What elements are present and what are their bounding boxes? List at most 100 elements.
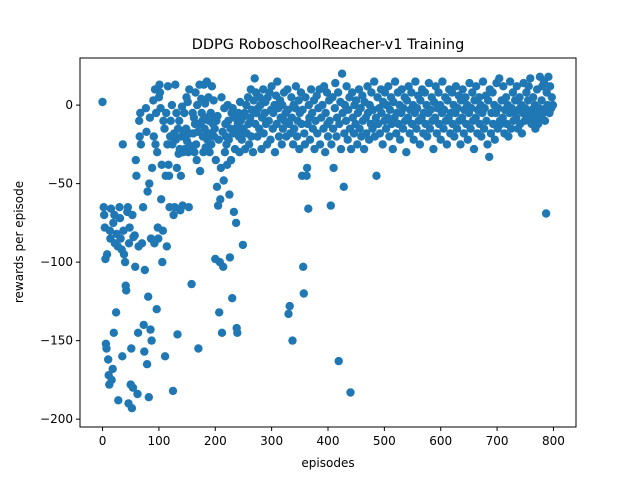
data-point <box>118 140 128 149</box>
data-point <box>465 78 474 88</box>
data-point <box>111 308 121 317</box>
data-point <box>305 135 315 144</box>
data-point <box>420 88 430 97</box>
data-point <box>211 155 220 165</box>
data-point <box>321 108 330 118</box>
data-point <box>306 85 316 94</box>
data-point <box>246 113 255 122</box>
data-point <box>407 88 416 97</box>
data-point <box>107 375 116 385</box>
data-point <box>466 124 475 133</box>
data-point <box>412 124 421 133</box>
data-point <box>253 132 262 141</box>
data-point <box>540 116 550 126</box>
data-point <box>267 82 276 91</box>
data-point <box>154 234 163 243</box>
data-point <box>415 140 425 149</box>
data-point <box>479 124 489 133</box>
data-point <box>240 108 249 118</box>
data-point <box>368 124 377 133</box>
data-point <box>340 129 349 138</box>
data-point <box>128 210 137 220</box>
data-point <box>429 144 438 154</box>
data-point <box>175 116 184 126</box>
data-point <box>295 144 304 154</box>
data-point <box>195 166 205 176</box>
data-point <box>102 250 112 259</box>
data-point <box>144 393 153 402</box>
data-point <box>373 93 382 102</box>
data-point <box>216 163 226 173</box>
data-point <box>323 132 333 141</box>
data-point <box>488 88 497 97</box>
data-point <box>436 135 445 144</box>
data-point <box>284 309 293 319</box>
data-point <box>149 132 158 141</box>
data-point <box>290 124 299 133</box>
data-point <box>152 305 161 314</box>
data-point <box>105 226 115 235</box>
data-point <box>508 88 518 97</box>
data-point <box>220 148 230 157</box>
data-point <box>302 163 312 173</box>
data-point <box>389 97 398 107</box>
data-point <box>504 132 513 141</box>
data-point <box>426 105 435 115</box>
data-point <box>325 116 334 126</box>
data-point <box>184 203 193 212</box>
x-tick-label: 600 <box>429 434 452 448</box>
data-point <box>370 77 379 86</box>
data-point <box>331 78 340 88</box>
data-point <box>346 388 355 397</box>
data-point <box>98 97 107 107</box>
data-point <box>405 129 414 138</box>
data-point <box>193 100 202 110</box>
data-point <box>106 204 116 213</box>
data-point <box>443 96 452 105</box>
data-point <box>131 155 140 165</box>
data-point <box>132 171 141 180</box>
data-point <box>416 96 425 105</box>
data-point <box>153 148 162 157</box>
data-point <box>273 77 282 86</box>
data-point <box>160 352 170 361</box>
data-point <box>297 119 306 129</box>
data-point <box>146 325 155 334</box>
data-point <box>356 104 365 113</box>
data-point <box>278 124 288 133</box>
data-point <box>385 132 394 141</box>
data-point <box>213 111 222 121</box>
data-point <box>548 100 558 110</box>
data-point <box>344 105 353 115</box>
data-point <box>474 93 484 102</box>
data-point <box>362 129 371 138</box>
data-point <box>266 135 275 144</box>
data-point <box>397 85 406 94</box>
data-point <box>355 124 364 133</box>
data-point <box>133 389 142 399</box>
data-point <box>402 148 411 157</box>
data-point <box>328 93 337 102</box>
data-point <box>180 108 189 118</box>
data-point <box>315 140 325 149</box>
data-point <box>486 129 496 138</box>
data-point <box>412 104 422 113</box>
data-point <box>102 344 111 353</box>
data-point <box>512 113 521 122</box>
data-point <box>163 82 173 91</box>
data-point <box>353 140 362 149</box>
data-point <box>247 132 256 141</box>
data-point <box>453 104 462 113</box>
data-point <box>326 201 335 210</box>
data-point <box>172 108 181 118</box>
data-point <box>136 108 145 118</box>
data-point <box>374 119 383 129</box>
data-point <box>308 108 317 118</box>
data-point <box>141 104 151 113</box>
data-point <box>244 140 254 149</box>
data-point <box>372 171 381 180</box>
data-point <box>349 129 359 138</box>
x-tick-label: 700 <box>486 434 509 448</box>
data-point <box>447 88 457 97</box>
data-point <box>485 152 494 162</box>
